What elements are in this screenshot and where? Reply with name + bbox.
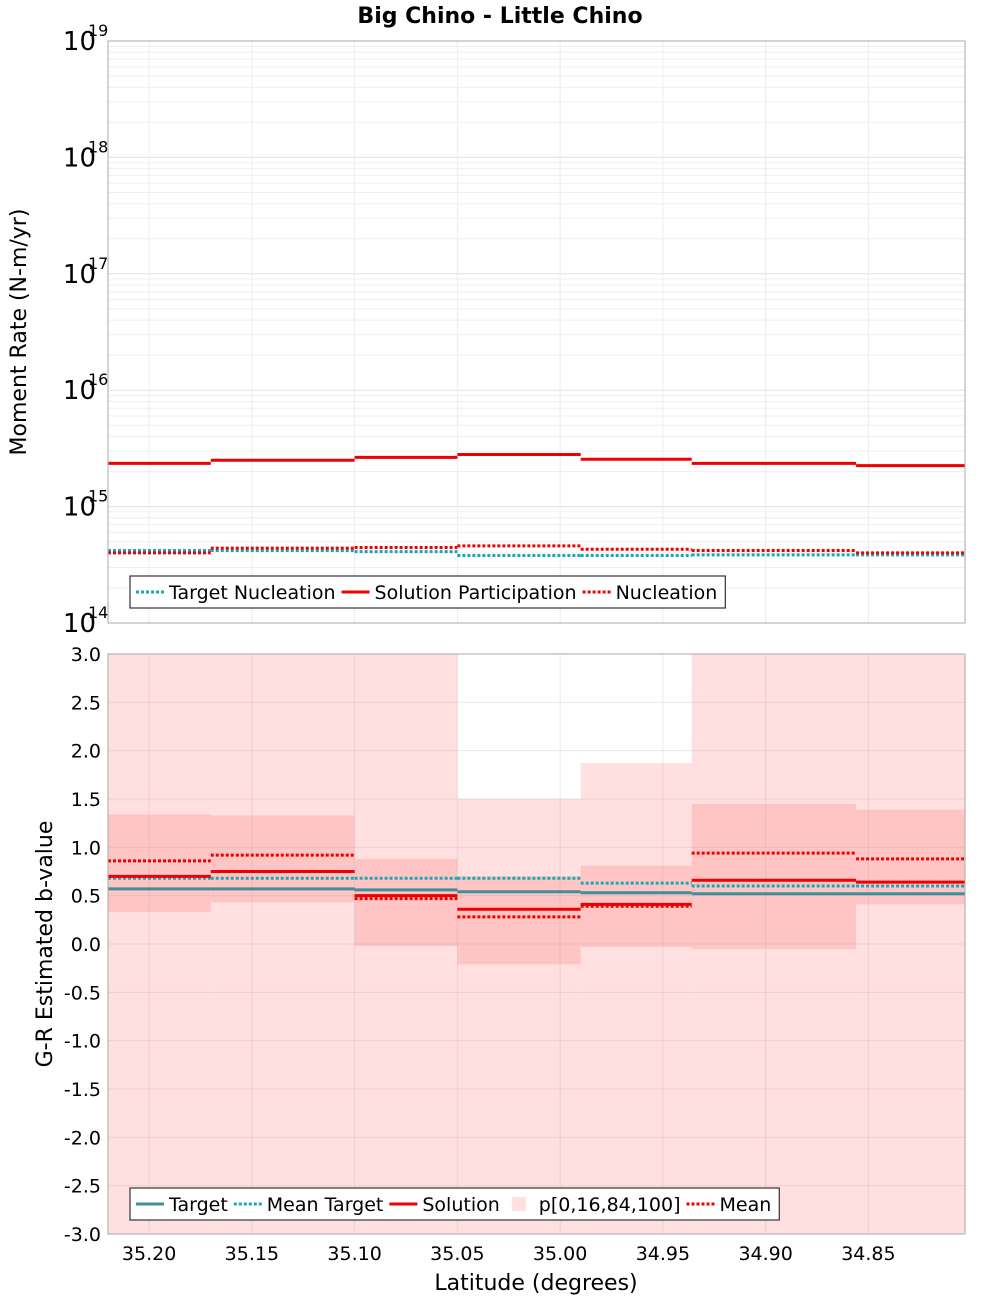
band-outer-bin [457, 799, 581, 1234]
legend-label: p[0,16,84,100] [539, 1194, 681, 1216]
x-tick-label: 34.85 [841, 1243, 895, 1265]
moment-y-tick-base: 10 [63, 260, 96, 290]
chart-title: Big Chino - Little Chino [357, 4, 642, 29]
band-inner-bin [457, 876, 581, 965]
moment-y-tick-exponent: 19 [88, 21, 108, 40]
band-outer-bin [580, 763, 692, 1234]
x-tick-label: 35.05 [430, 1243, 484, 1265]
moment-y-tick-base: 10 [63, 493, 96, 523]
b-value-y-ticks: 3.0 2.5 2.0 1.5 1.0 0.5 0.0 -0.5 -1.0 -1.5 -2.0 -2.… [64, 644, 101, 1246]
band-inner-bin [354, 858, 458, 946]
b-value-panel: 3.0 2.5 2.0 1.5 1.0 0.5 0.0 -0.5 -1.0 -1.5 -2.0 -2.… [33, 644, 966, 1296]
legend-label: Solution [422, 1194, 499, 1216]
band-outer-bin [856, 654, 965, 1234]
b-value-y-tick-label: 1.0 [71, 837, 101, 859]
b-value-y-tick-label: -3.0 [64, 1224, 101, 1246]
band-inner-bin [691, 803, 857, 949]
moment-plot-frame [107, 40, 966, 624]
x-tick-label: 35.10 [327, 1243, 381, 1265]
moment-y-tick-exponent: 15 [88, 487, 108, 506]
legend-label: Mean Target [267, 1194, 384, 1216]
moment-y-tick-base: 10 [63, 609, 96, 639]
moment-y-tick-exponent: 18 [88, 137, 108, 156]
b-value-y-tick-label: 2.0 [71, 741, 101, 763]
moment-y-axis-label: Moment Rate (N-m/yr) [7, 209, 32, 456]
b-value-y-tick-label: -2.0 [64, 1127, 101, 1149]
moment-y-tick-exponent: 17 [88, 254, 108, 273]
x-tick-label: 35.00 [533, 1243, 587, 1265]
b-value-plot-frame [107, 653, 966, 1235]
legend-label: Target Nucleation [168, 582, 336, 604]
x-tick-label: 34.95 [636, 1243, 690, 1265]
b-value-y-tick-label: -2.5 [64, 1176, 101, 1198]
b-value-y-tick-label: 0.5 [71, 886, 101, 908]
moment-series [108, 453, 965, 558]
band-inner-bin [856, 809, 965, 905]
legend-label: Nucleation [616, 582, 718, 604]
x-tick-label: 35.15 [225, 1243, 279, 1265]
x-ticks: 35.20 35.15 35.10 35.05 35.00 34.95 34.90 34.85 [122, 1243, 896, 1265]
b-value-legend: Target Mean Target Solution p[0,16,84,100] M… [129, 1187, 780, 1221]
legend-label: Solution Participation [375, 582, 577, 604]
b-value-y-tick-label: 2.5 [71, 692, 101, 714]
band-outer-bin [210, 654, 355, 1234]
moment-y-tick-base: 10 [63, 376, 96, 406]
moment-y-tick-base: 10 [63, 143, 96, 173]
b-value-y-tick-label: -0.5 [64, 982, 101, 1004]
moment-y-tick-base: 10 [63, 27, 96, 57]
moment-grid [108, 41, 965, 624]
x-axis-label: Latitude (degrees) [434, 1271, 637, 1296]
x-tick-label: 34.90 [738, 1243, 792, 1265]
b-value-y-tick-label: 3.0 [71, 644, 101, 666]
moment-legend: Target Nucleation Solution Participation N… [129, 575, 726, 609]
moment-y-tick-exponent: 16 [88, 370, 108, 389]
band-outer-bin [108, 654, 211, 1234]
b-value-y-tick-label: 0.0 [71, 934, 101, 956]
legend-label: Target [168, 1194, 228, 1216]
legend-label: Mean [720, 1194, 772, 1216]
b-value-y-tick-label: -1.0 [64, 1031, 101, 1053]
band-inner-bin [108, 814, 211, 913]
x-tick-label: 35.20 [122, 1243, 176, 1265]
b-value-series [108, 851, 965, 919]
legend-box [129, 575, 726, 609]
legend-swatch [511, 1197, 526, 1211]
b-value-y-tick-label: -1.5 [64, 1079, 101, 1101]
b-value-y-tick-label: 1.5 [71, 789, 101, 811]
legend-box [129, 1187, 780, 1221]
moment-plot-area [108, 41, 965, 623]
b-value-y-axis-label: G-R Estimated b-value [33, 821, 58, 1068]
moment-y-tick-exponent: 14 [88, 603, 108, 622]
